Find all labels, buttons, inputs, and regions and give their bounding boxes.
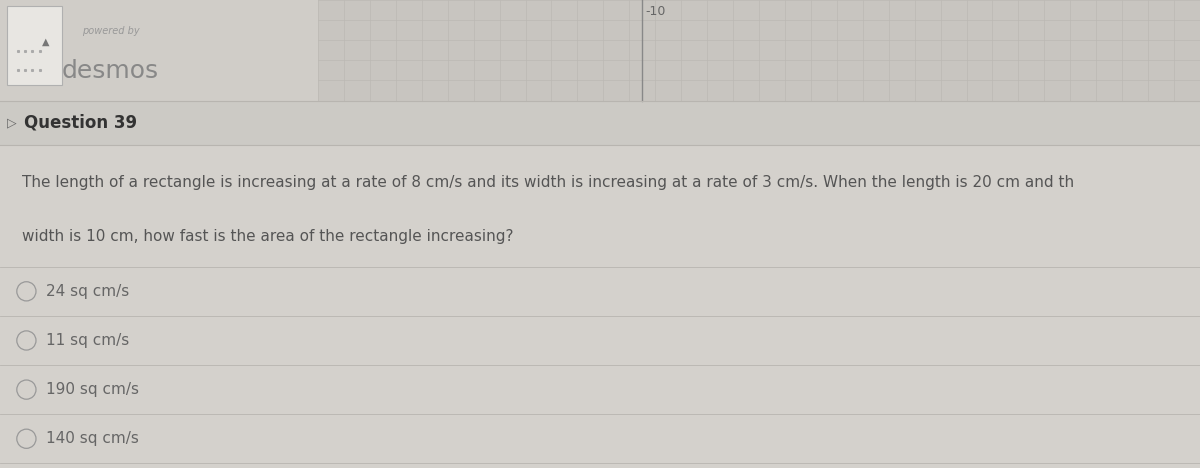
Bar <box>0 145 1200 468</box>
Text: 190 sq cm/s: 190 sq cm/s <box>46 382 139 397</box>
Text: desmos: desmos <box>62 58 158 82</box>
Text: powered by: powered by <box>82 26 139 36</box>
Text: The length of a rectangle is increasing at a rate of 8 cm/s and its width is inc: The length of a rectangle is increasing … <box>22 176 1074 190</box>
Text: width is 10 cm, how fast is the area of the rectangle increasing?: width is 10 cm, how fast is the area of … <box>22 229 514 244</box>
Bar <box>0 101 1200 145</box>
Text: 24 sq cm/s: 24 sq cm/s <box>46 284 128 299</box>
Text: Question 39: Question 39 <box>24 114 137 132</box>
Text: ▲: ▲ <box>42 37 49 47</box>
Bar <box>318 0 1200 101</box>
Text: 11 sq cm/s: 11 sq cm/s <box>46 333 128 348</box>
Text: 140 sq cm/s: 140 sq cm/s <box>46 431 138 446</box>
Text: -10: -10 <box>646 5 666 18</box>
Text: ▷: ▷ <box>7 117 17 129</box>
FancyBboxPatch shape <box>7 6 62 85</box>
Bar <box>0 0 1200 101</box>
